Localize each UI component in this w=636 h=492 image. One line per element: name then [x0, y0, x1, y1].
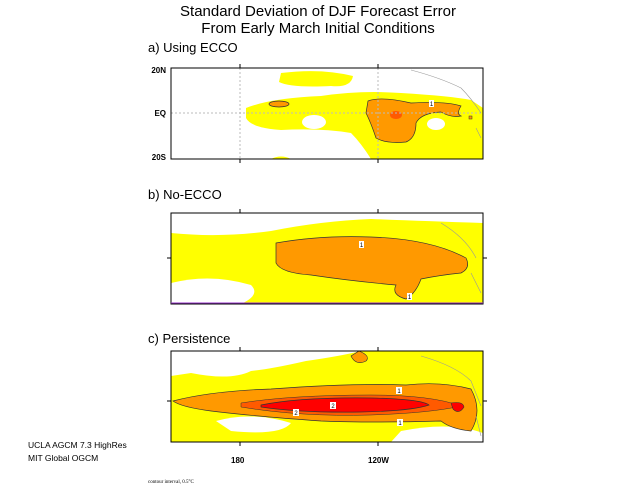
lat-tick-20n: 20N [151, 66, 166, 75]
model-credit-ogcm: MIT Global OGCM [28, 453, 99, 463]
model-credit-agcm: UCLA AGCM 7.3 HighRes [28, 440, 127, 450]
panel-b-map: 1 1 [167, 209, 487, 305]
lon-tick-180: 180 [231, 456, 245, 465]
lat-tick-eq: EQ [154, 109, 166, 118]
contour-label: 2 [331, 404, 335, 410]
contour-label: 1 [360, 243, 364, 249]
panel-c-label: c) Persistence [148, 331, 231, 346]
lat-tick-20s: 20S [151, 153, 166, 162]
panel-b-label: b) No-ECCO [148, 187, 222, 202]
figure-title-line1: Standard Deviation of DJF Forecast Error [180, 3, 456, 20]
lon-tick-120w: 120W [368, 456, 389, 465]
panel-c-map: 1 2 2 1 [167, 347, 487, 446]
panel-a-label: a) Using ECCO [148, 40, 238, 55]
contour-label: 1 [398, 421, 402, 427]
contour-label: 1 [408, 295, 412, 301]
figure-title-line2: From Early March Initial Conditions [201, 20, 435, 37]
panel-a-map: 1 [170, 64, 484, 163]
contour-interval-note: contour interval, 0.5°C [148, 480, 194, 485]
contour-label: 1 [397, 389, 401, 395]
contour-label: 2 [294, 411, 298, 417]
contour-label: 1 [430, 102, 434, 108]
